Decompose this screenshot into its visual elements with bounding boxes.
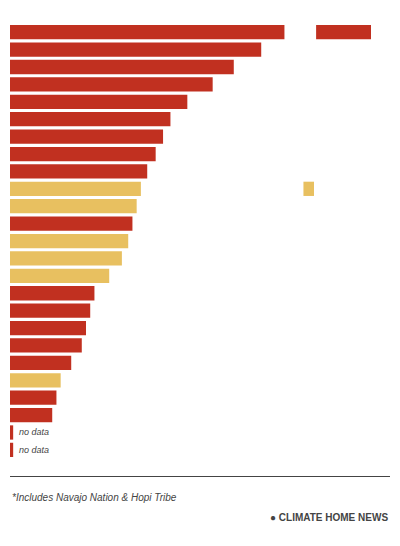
svg-text:*Includes Navajo Nation & Hopi: *Includes Navajo Nation & Hopi Tribe [12, 492, 177, 503]
svg-text:no data: no data [19, 427, 49, 437]
svg-text:no data: no data [19, 445, 49, 455]
svg-text:● CLIMATE HOME NEWS: ● CLIMATE HOME NEWS [270, 512, 388, 523]
